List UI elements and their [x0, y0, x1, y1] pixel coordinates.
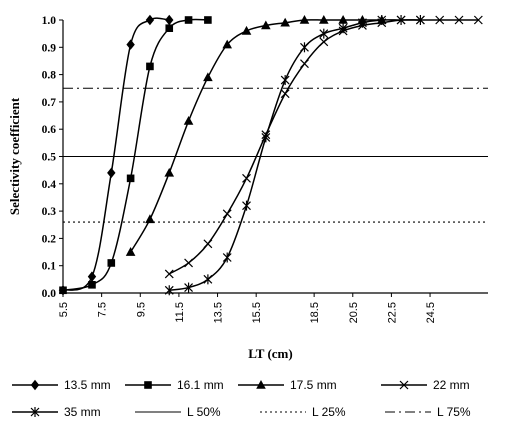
data-point-22-mm: [184, 258, 193, 268]
legend-marker: [30, 379, 40, 391]
data-point-13-5-mm: [87, 271, 97, 282]
data-point-16-1-mm: [204, 16, 212, 24]
x-tick-label: 11.5: [174, 302, 186, 323]
y-tick-label: 0.7: [42, 97, 57, 109]
series-line-35-mm: [169, 19, 421, 292]
data-point-17-5-mm: [222, 39, 233, 49]
data-point-13-5-mm: [126, 39, 135, 50]
legend-label: 35 mm: [64, 405, 101, 419]
data-point-16-1-mm: [165, 24, 174, 32]
data-point-17-5-mm: [318, 15, 329, 24]
y-tick-label: 0.2: [42, 233, 57, 245]
legend-item-22-mm: 22 mm: [381, 378, 470, 392]
y-tick-label: 0.4: [42, 179, 57, 191]
x-tick-label: 9.5: [135, 302, 147, 317]
data-point-35-mm: [377, 15, 387, 25]
legend-marker: [144, 381, 152, 389]
data-point-22-mm: [242, 173, 251, 183]
x-tick-label: 24.5: [425, 302, 437, 323]
data-point-17-5-mm: [145, 214, 155, 224]
data-point-35-mm: [300, 42, 309, 53]
legend-marker: [399, 380, 409, 390]
legend-label: 22 mm: [433, 378, 470, 392]
x-tick-label: 13.5: [213, 302, 225, 323]
y-tick-label: 0.9: [42, 42, 57, 54]
legend-item-16-1-mm: 16.1 mm: [125, 378, 224, 392]
legend-item-l-25-: L 25%: [260, 405, 346, 419]
data-point-16-1-mm: [146, 62, 154, 71]
legend-item-35-mm: 35 mm: [12, 405, 101, 419]
y-tick-label: 0.3: [42, 206, 57, 218]
data-point-17-5-mm: [299, 15, 310, 24]
data-point-22-mm: [300, 59, 309, 69]
data-point-22-mm: [164, 269, 174, 279]
series-line-13-5-mm: [62, 17, 170, 292]
data-point-35-mm: [222, 252, 232, 263]
data-point-22-mm: [222, 209, 232, 219]
data-point-16-1-mm: [107, 259, 116, 267]
legend-label: 16.1 mm: [177, 378, 224, 392]
legend-item-17-5-mm: 17.5 mm: [238, 378, 337, 392]
x-tick-label: 18.5: [309, 302, 321, 323]
data-point-16-1-mm: [88, 281, 96, 289]
data-point-17-5-mm: [241, 25, 252, 35]
legend-item-13-5-mm: 13.5 mm: [12, 378, 111, 392]
data-point-13-5-mm: [145, 14, 155, 26]
data-point-35-mm: [319, 28, 329, 39]
y-tick-label: 0.8: [42, 70, 57, 82]
y-tick-label: 0.0: [42, 288, 57, 300]
data-point-16-1-mm: [126, 174, 135, 183]
data-point-17-5-mm: [338, 15, 348, 24]
data-point-17-5-mm: [125, 247, 136, 256]
data-point-22-mm: [280, 89, 290, 99]
data-point-35-mm: [184, 282, 193, 293]
legend-label: L 50%: [187, 405, 221, 419]
legend-label: L 75%: [437, 405, 471, 419]
data-point-13-5-mm: [107, 167, 116, 179]
y-axis-title: Selectivity coefficient: [7, 97, 22, 215]
data-point-35-mm: [358, 17, 367, 28]
x-axis-title: LT (cm): [248, 346, 292, 361]
data-point-35-mm: [280, 75, 290, 86]
legend-label: 13.5 mm: [64, 378, 111, 392]
data-point-17-5-mm: [261, 20, 271, 30]
data-point-22-mm: [473, 15, 483, 25]
data-point-22-mm: [454, 15, 464, 25]
series-line-16-1-mm: [62, 18, 208, 292]
x-tick-label: 20.5: [348, 302, 360, 323]
series-line-17-5-mm: [129, 19, 382, 253]
x-tick-label: 5.5: [58, 302, 70, 317]
y-tick-label: 0.1: [42, 261, 57, 273]
data-point-35-mm: [261, 132, 271, 143]
data-point-17-5-mm: [183, 116, 194, 125]
x-tick-label: 15.5: [251, 302, 263, 323]
legend-marker: [256, 380, 266, 389]
data-point-17-5-mm: [280, 17, 290, 27]
legend-marker: [30, 407, 40, 417]
y-tick-label: 0.6: [42, 124, 57, 136]
data-point-35-mm: [242, 200, 251, 211]
data-point-17-5-mm: [203, 72, 213, 82]
x-tick-label: 7.5: [97, 302, 109, 317]
legend-label: 17.5 mm: [290, 378, 337, 392]
series-line-22-mm: [168, 19, 479, 275]
legend-label: L 25%: [312, 405, 346, 419]
data-point-17-5-mm: [164, 167, 175, 177]
legend-item-l-50-: L 50%: [135, 405, 221, 419]
data-point-22-mm: [203, 239, 213, 249]
data-point-35-mm: [415, 15, 425, 25]
data-point-13-5-mm: [165, 14, 174, 26]
data-point-35-mm: [396, 15, 406, 25]
y-tick-label: 1.0: [42, 15, 57, 27]
data-point-16-1-mm: [184, 16, 193, 24]
legend-item-l-75-: L 75%: [385, 405, 471, 419]
data-point-35-mm: [338, 23, 348, 34]
x-tick-label: 22.5: [386, 302, 398, 323]
data-point-22-mm: [435, 15, 445, 25]
data-point-22-mm: [319, 37, 329, 47]
y-tick-label: 0.5: [42, 152, 57, 164]
data-point-35-mm: [203, 274, 213, 285]
